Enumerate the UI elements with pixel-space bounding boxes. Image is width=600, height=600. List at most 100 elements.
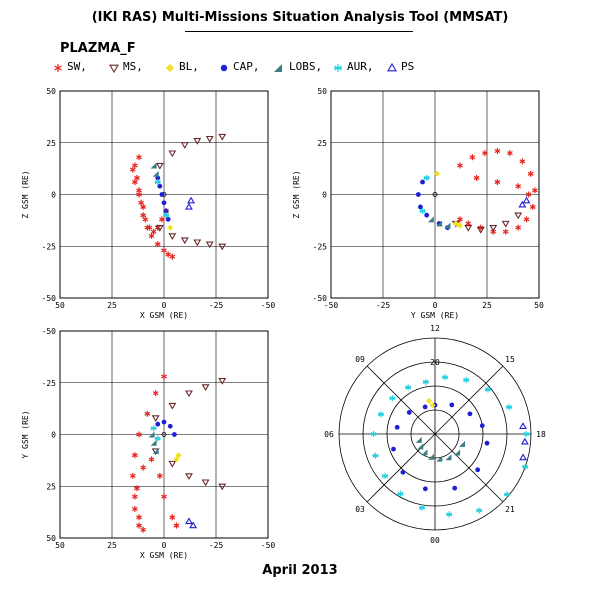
x-tick-label: -25 (209, 541, 224, 550)
y-tick-label: -25 (42, 379, 57, 388)
data-point (522, 196, 531, 204)
legend-symbol (274, 63, 282, 72)
data-point (489, 224, 498, 232)
data-point (469, 154, 476, 161)
y-tick-label: 25 (46, 482, 56, 491)
series-ms (451, 212, 523, 234)
data-point (205, 135, 214, 143)
data-point (163, 212, 170, 219)
series-lobs (148, 431, 159, 455)
data-point (148, 232, 155, 239)
data-point (426, 397, 433, 404)
y-axis-title: Y GSM (RE) (21, 410, 30, 458)
data-point (154, 241, 161, 248)
polar-spoke (366, 365, 436, 435)
data-point (434, 170, 441, 177)
series-bl (434, 170, 463, 229)
data-point (476, 227, 485, 234)
polar-panel: 12 09 06 03 00 21 18 15 20 (324, 324, 546, 545)
data-point (519, 453, 528, 461)
data-point (484, 440, 490, 446)
legend-symbol (54, 63, 62, 72)
series-ms (151, 378, 227, 491)
series-cap (415, 179, 450, 231)
data-point (136, 191, 142, 198)
x-tick-label: 50 (55, 301, 65, 310)
x-tick-label: -25 (209, 301, 224, 310)
data-point (131, 162, 138, 169)
polar-spoke (434, 365, 504, 435)
data-point (131, 493, 138, 500)
data-point (394, 424, 400, 430)
data-point (494, 179, 501, 186)
data-point (193, 138, 202, 145)
data-point (519, 158, 526, 165)
y-tick-label: 25 (317, 139, 327, 148)
data-point (429, 402, 436, 409)
data-point (129, 166, 136, 173)
data-point (519, 422, 527, 429)
data-point (167, 224, 174, 231)
data-point (445, 454, 452, 461)
data-point (476, 507, 483, 514)
data-point (168, 460, 177, 468)
data-point (161, 373, 167, 380)
data-point (418, 504, 425, 511)
data-point (419, 208, 426, 215)
bl-diamond-icon (166, 63, 174, 72)
series-aur (419, 174, 430, 215)
data-point (422, 379, 429, 386)
series-aur (150, 425, 161, 442)
data-point (144, 410, 151, 417)
data-point (175, 452, 182, 459)
data-point (155, 162, 164, 170)
y-tick-label: 0 (51, 431, 56, 440)
data-point (154, 435, 161, 442)
data-point (494, 148, 501, 155)
y-tick-label: -25 (42, 242, 57, 251)
data-point (184, 517, 193, 525)
polar-angle-label: 03 (355, 505, 365, 514)
data-point (150, 425, 157, 432)
data-point (218, 133, 227, 141)
series-ps (518, 196, 531, 208)
data-point (152, 390, 159, 397)
polar-angle-label: 21 (505, 505, 515, 514)
data-point (482, 150, 488, 157)
polar-series-bl (426, 397, 436, 409)
data-point (515, 224, 522, 231)
data-point (436, 220, 443, 227)
series-cap (155, 175, 171, 222)
legend-item-cap: CAP, (218, 60, 260, 73)
data-point (180, 237, 189, 245)
polar-angle-label: 09 (355, 355, 365, 364)
x-tick-label: -50 (324, 301, 339, 310)
data-point (452, 485, 458, 491)
data-point (514, 212, 523, 220)
legend-item-sw: SW, (52, 60, 87, 73)
legend-label: SW, (67, 60, 87, 73)
data-point (421, 449, 428, 456)
series-ps (184, 196, 196, 210)
data-point (148, 431, 155, 438)
data-point (157, 183, 163, 189)
data-point (442, 374, 449, 381)
data-point (446, 511, 453, 518)
data-point (131, 179, 138, 186)
data-point (180, 142, 189, 149)
legend-label: MS, (123, 60, 143, 73)
data-point (218, 378, 227, 385)
polar-series-cap (391, 402, 490, 492)
data-point (163, 208, 169, 214)
data-point (189, 521, 198, 529)
data-point (150, 228, 157, 235)
data-point (161, 419, 167, 425)
series-aur (154, 179, 170, 219)
data-point (184, 202, 193, 210)
data-point (161, 247, 167, 254)
data-point (152, 170, 159, 177)
x-tick-label: 25 (482, 301, 492, 310)
data-point (136, 522, 142, 529)
